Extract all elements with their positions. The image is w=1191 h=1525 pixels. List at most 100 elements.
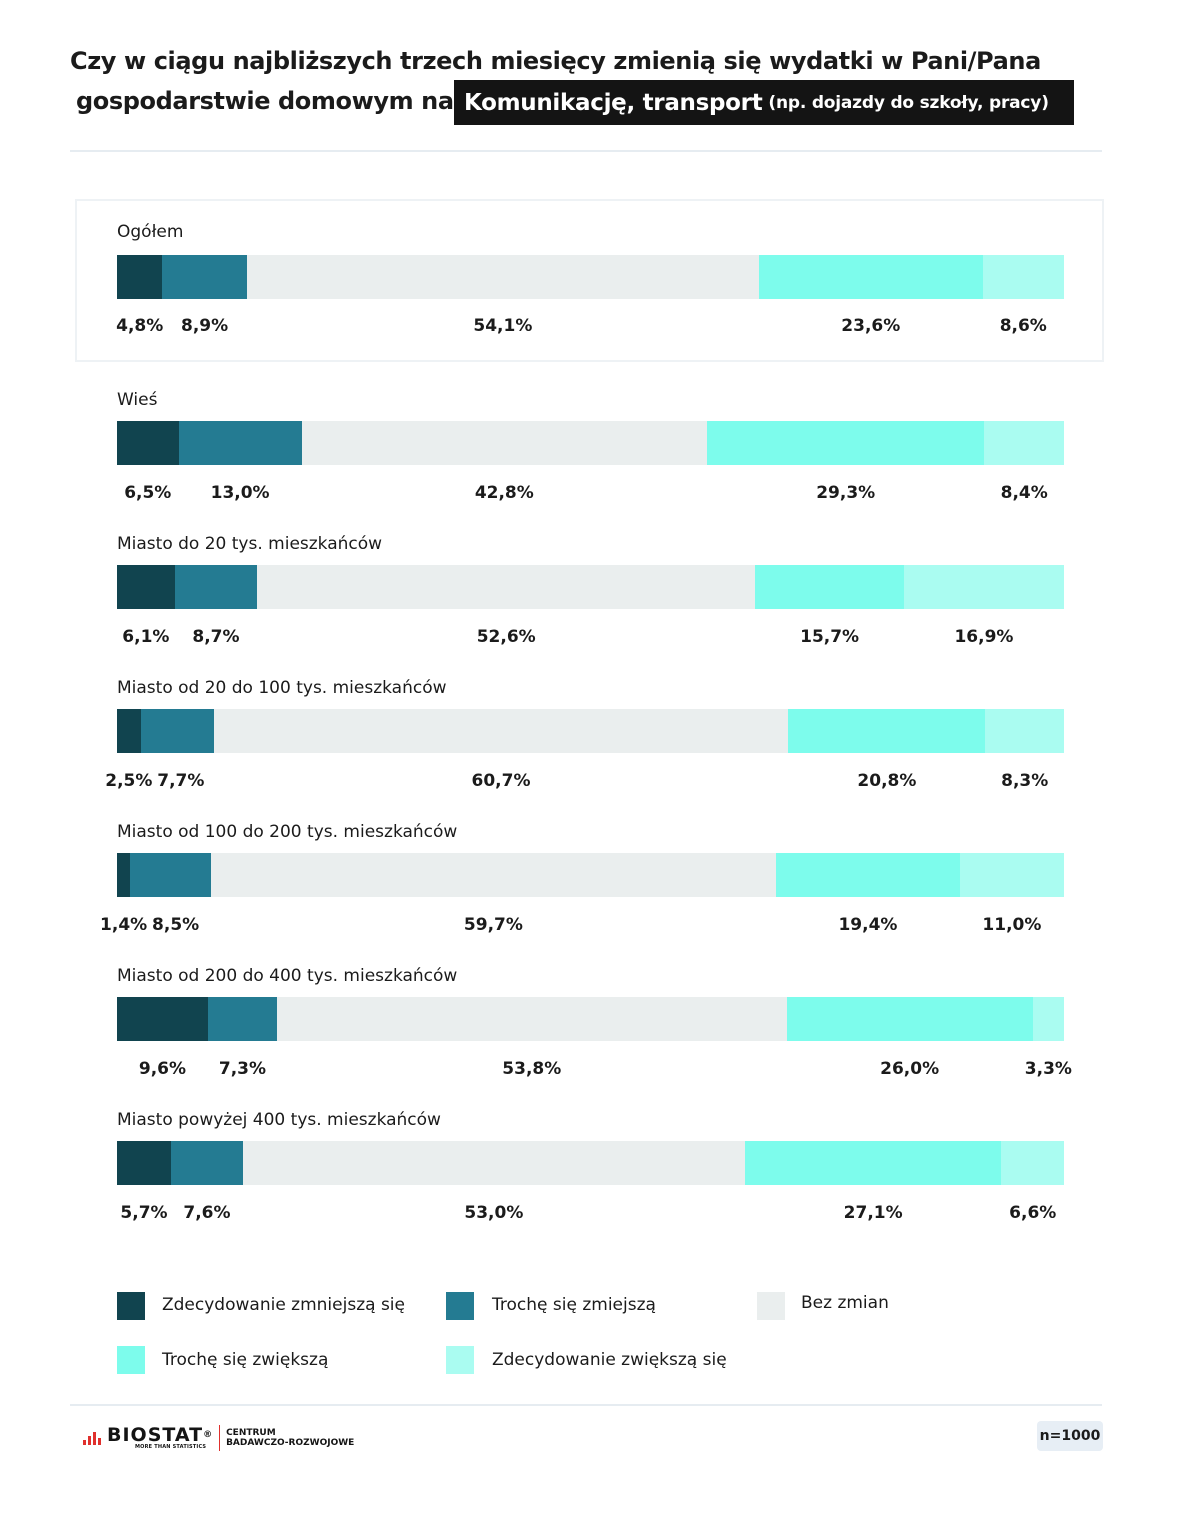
legend-swatch [117,1292,145,1320]
bar-segment [1001,1141,1064,1185]
data-label: 42,8% [474,483,534,503]
topic-sub: (np. dojazdy do szkoły, pracy) [768,92,1049,113]
bar-segment [959,853,1064,897]
data-label: 6,1% [122,627,170,647]
bar-segment [242,1141,745,1185]
category-label: Miasto od 20 do 100 tys. mieszkańców [117,678,447,698]
category-label: Miasto powyżej 400 tys. mieszkańców [117,1110,441,1130]
bar-segment [984,421,1064,465]
data-label: 5,7% [120,1203,168,1223]
bar-segment [706,421,985,465]
bar-segment [210,853,777,897]
bar-segment [755,565,904,609]
bar-segment [117,421,179,465]
data-label: 1,4% [100,915,148,935]
legend-label: Trochę się zwiększą [162,1350,329,1370]
bar-segment [788,709,986,753]
data-label: 54,1% [473,316,533,336]
data-label: 6,6% [1009,1203,1057,1223]
data-label: 19,4% [838,915,898,935]
data-label: 8,5% [152,915,200,935]
data-label: 11,0% [982,915,1042,935]
data-label: 59,7% [463,915,523,935]
center-line-2: BADAWCZO-ROZWOJOWE [226,1438,355,1448]
bar-segment [744,1141,1002,1185]
legend-swatch [117,1346,145,1374]
bottom-divider [70,1404,1102,1406]
data-label: 7,3% [218,1059,267,1079]
category-label: Miasto do 20 tys. mieszkańców [117,534,383,554]
data-label: 3,3% [1024,1059,1072,1079]
chart-title-line-1: Czy w ciągu najbliższych trzech miesięcy… [70,47,1041,75]
bar-segment [117,255,163,299]
data-label: 27,1% [843,1203,903,1223]
bar-segment [140,709,214,753]
data-label: 7,6% [183,1203,231,1223]
legend-label: Zdecydowanie zwiększą się [492,1350,727,1370]
chart-title-line-2: gospodarstwie domowym na: [76,87,463,115]
bar-segment [117,997,208,1041]
logo-tagline: MORE THAN STATISTICS [135,1444,207,1450]
logo-name: BIOSTAT [107,1424,204,1446]
bar-segment [1032,997,1064,1041]
data-label: 7,7% [157,771,205,791]
total-row-highlight [75,199,1104,362]
logo-bars-icon [83,1431,103,1445]
topic-main: Komunikację, transport [464,89,763,116]
legend-swatch [446,1292,474,1320]
data-label: 20,8% [857,771,917,791]
data-label: 29,3% [816,483,876,503]
bar-segment [117,1141,171,1185]
data-label: 53,0% [464,1203,524,1223]
bar-segment [174,565,258,609]
legend-label: Zdecydowanie zmniejszą się [162,1295,405,1315]
legend-swatch [446,1346,474,1374]
top-divider [70,150,1102,152]
bar-segment [776,853,960,897]
bar-segment [162,255,247,299]
bar-segment [277,997,787,1041]
data-label: 8,6% [999,316,1047,336]
data-label: 23,6% [841,316,901,336]
bar-segment [982,255,1064,299]
category-label: Wieś [117,390,158,410]
legend-label: Bez zmian [801,1293,889,1313]
data-label: 4,8% [116,316,164,336]
data-label: 8,4% [1000,483,1048,503]
data-label: 52,6% [476,627,536,647]
bar-segment [207,997,278,1041]
topic-highlight-box: Komunikację, transport (np. dojazdy do s… [454,80,1074,125]
data-label: 8,3% [1001,771,1049,791]
data-label: 8,9% [181,316,229,336]
data-label: 13,0% [210,483,270,503]
legend-label: Trochę się zmiejszą [492,1295,656,1315]
bar-segment [759,255,983,299]
bar-segment [170,1141,243,1185]
bar-segment [903,565,1064,609]
data-label: 2,5% [105,771,153,791]
legend-swatch [757,1292,785,1320]
data-label: 15,7% [800,627,860,647]
center-line-1: CENTRUM [226,1428,276,1438]
data-label: 9,6% [138,1059,187,1079]
data-label: 6,5% [124,483,172,503]
biostat-logo: BIOSTAT® MORE THAN STATISTICS CENTRUM BA… [83,1424,354,1452]
data-label: 60,7% [471,771,531,791]
bar-segment [301,421,707,465]
category-label: Ogółem [117,222,184,242]
data-label: 26,0% [880,1059,940,1079]
category-label: Miasto od 200 do 400 tys. mieszkańców [117,966,458,986]
bar-segment [178,421,302,465]
bar-segment [117,853,131,897]
data-label: 16,9% [954,627,1014,647]
bar-segment [786,997,1033,1041]
logo-separator [219,1425,221,1451]
sample-size-badge: n=1000 [1037,1421,1103,1451]
bar-segment [213,709,789,753]
data-label: 53,8% [502,1059,562,1079]
bar-segment [246,255,760,299]
bar-segment [257,565,756,609]
bar-segment [130,853,211,897]
bar-segment [117,709,141,753]
bar-segment [117,565,175,609]
